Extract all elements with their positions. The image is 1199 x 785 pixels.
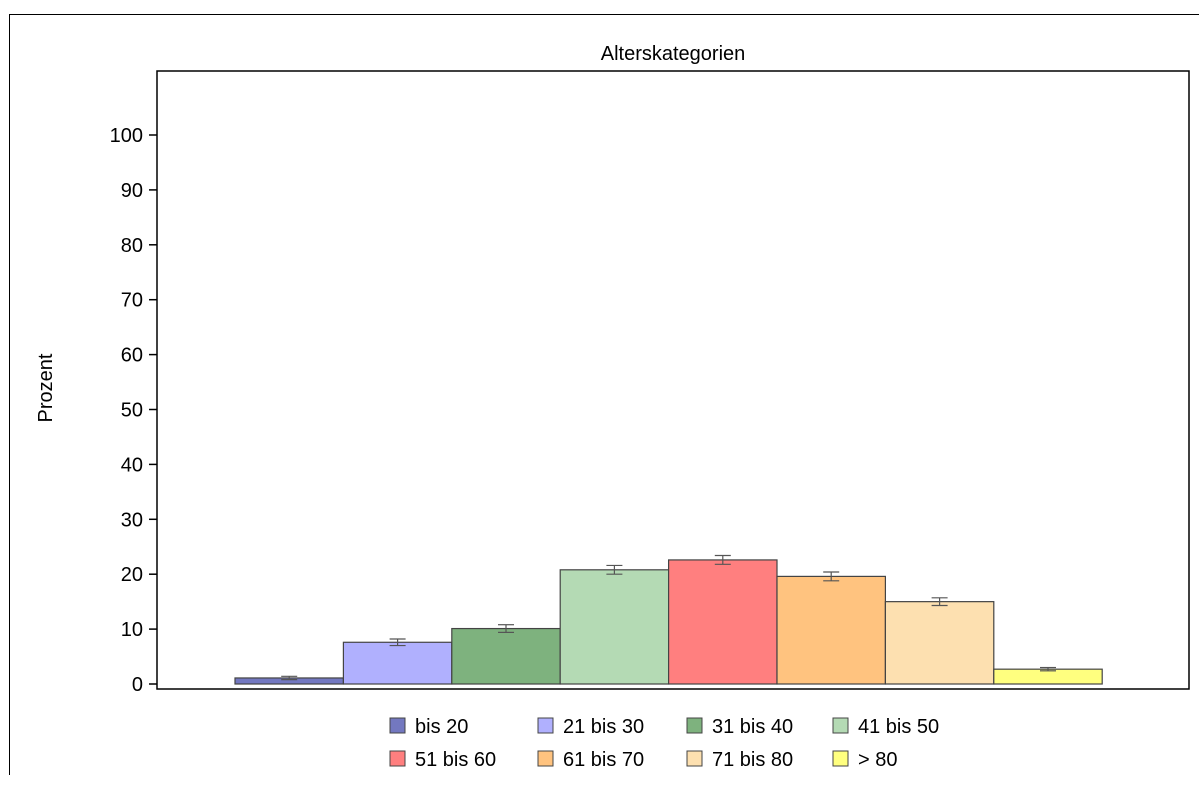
legend-swatch [832,750,849,767]
y-tick-label: 20 [121,564,143,586]
legend-swatch [686,750,703,767]
bar [342,641,453,685]
legend-label: > 80 [858,749,897,771]
chart-frame [9,14,1199,775]
bar [559,569,670,685]
legend-swatch [537,717,554,734]
bar [667,559,778,685]
chart-title: Alterskategorien [601,43,746,65]
legend: bis 20 21 bis 30 31 bis 40 41 bis 50 51 bis … [389,716,939,771]
legend-swatch [832,717,849,734]
y-tick-label: 100 [110,125,143,147]
plot-area [156,70,1190,690]
legend-label: 31 bis 40 [712,716,793,738]
y-tick-label: 80 [121,235,143,257]
legend-label: 21 bis 30 [563,716,644,738]
y-tick-label: 0 [132,674,143,696]
legend-label: 61 bis 70 [563,749,644,771]
legend-label: bis 20 [415,716,468,738]
y-tick-label: 70 [121,290,143,312]
y-tick-label: 30 [121,509,143,531]
y-tick-label: 10 [121,619,143,641]
y-axis: 0 10 20 30 40 50 60 70 80 90 100 [110,125,157,696]
y-tick-label: 90 [121,180,143,202]
legend-swatch [389,717,406,734]
bars [234,554,1103,685]
legend-swatch [686,717,703,734]
legend-label: 71 bis 80 [712,749,793,771]
legend-label: 41 bis 50 [858,716,939,738]
bar [451,627,561,685]
legend-swatch [389,750,406,767]
y-tick-label: 60 [121,345,143,367]
legend-label: 51 bis 60 [415,749,496,771]
legend-swatch [537,750,554,767]
y-tick-label: 50 [121,400,143,422]
bar [776,575,887,685]
bar [884,601,995,685]
y-tick-label: 40 [121,454,143,476]
y-axis-title: Prozent [35,353,57,422]
